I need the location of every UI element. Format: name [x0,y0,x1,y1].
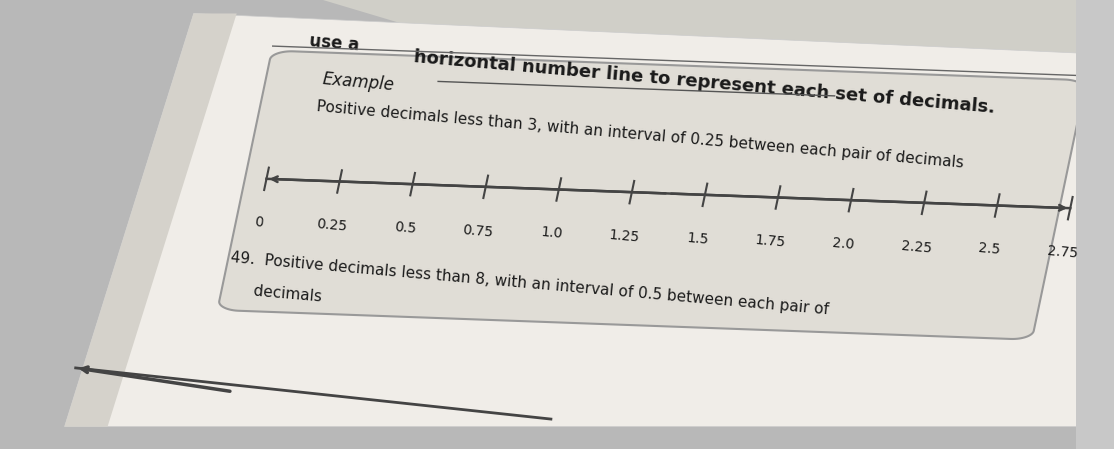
Text: 0.5: 0.5 [393,220,417,236]
Text: 2.25: 2.25 [901,238,932,255]
Text: 1.25: 1.25 [608,228,641,245]
Text: 1.0: 1.0 [539,225,563,241]
Text: 1.5: 1.5 [686,231,709,247]
Text: 0.25: 0.25 [316,217,348,234]
Polygon shape [323,0,1076,224]
Text: Example: Example [322,70,395,95]
Text: 0: 0 [254,215,264,229]
Text: horizontal number line to represent each set of decimals.: horizontal number line to represent each… [413,48,996,117]
Text: use a: use a [309,31,360,54]
Text: decimals: decimals [224,281,322,304]
Polygon shape [219,51,1085,339]
Text: 49.  Positive decimals less than 8, with an interval of 0.5 between each pair of: 49. Positive decimals less than 8, with … [231,250,830,317]
Text: 0.75: 0.75 [462,223,495,239]
Text: 2.5: 2.5 [978,241,1001,257]
Polygon shape [65,13,1097,427]
Text: Positive decimals less than 3, with an interval of 0.25 between each pair of dec: Positive decimals less than 3, with an i… [315,100,964,171]
Text: 2.75: 2.75 [1047,244,1078,260]
Polygon shape [65,13,236,427]
Polygon shape [0,0,1076,449]
Text: 2.0: 2.0 [832,236,856,252]
Text: 1.75: 1.75 [754,233,786,250]
